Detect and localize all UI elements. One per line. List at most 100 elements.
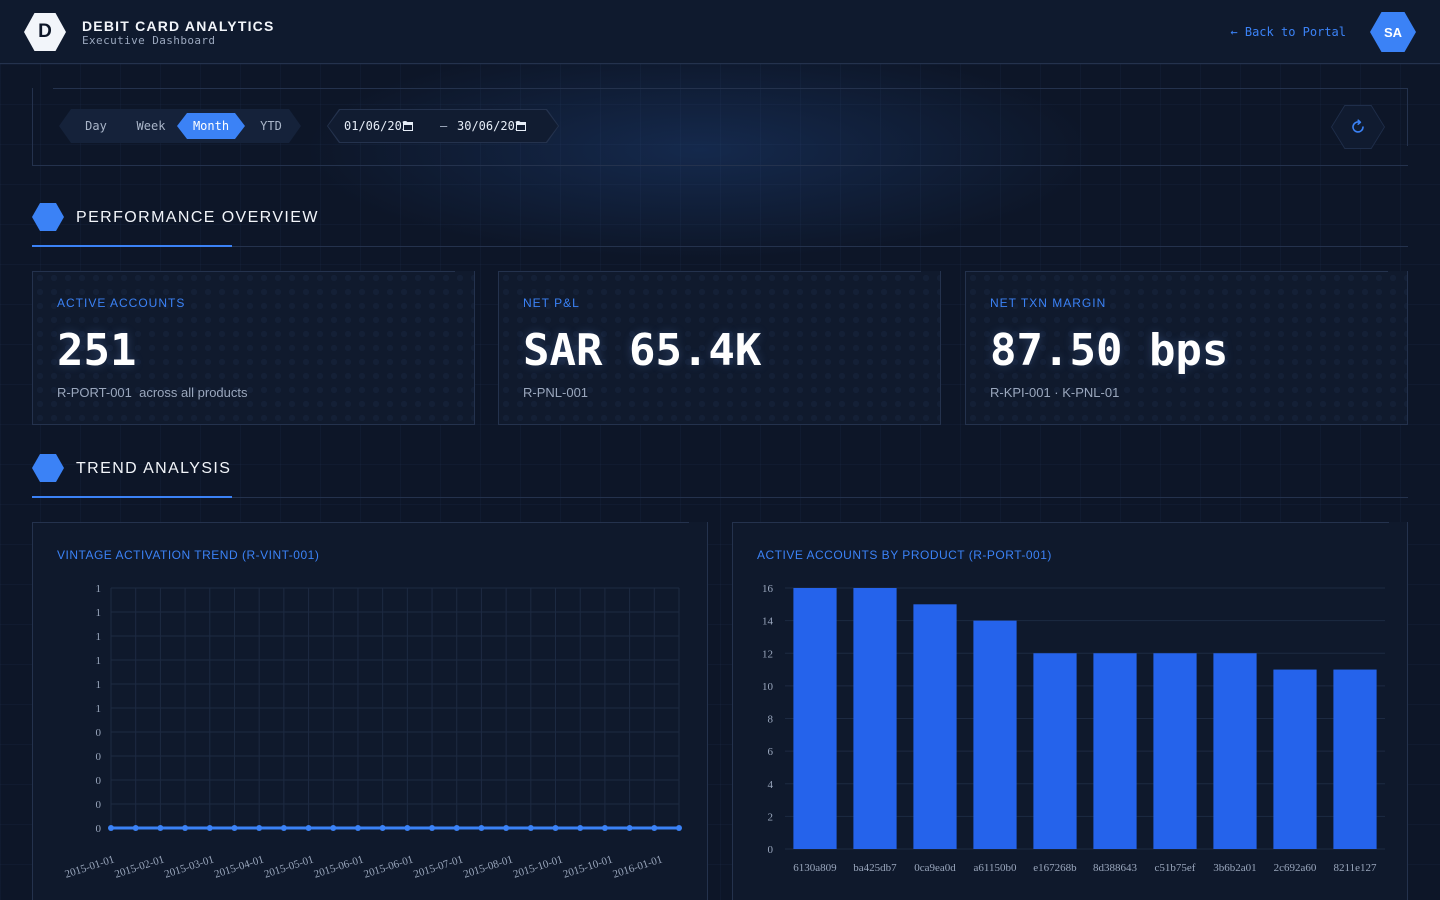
- back-to-portal-link[interactable]: ← Back to Portal: [1230, 25, 1346, 39]
- chart-title: ACTIVE ACCOUNTS BY PRODUCT (R-PORT-001): [757, 548, 1052, 562]
- period-ytd-button[interactable]: YTD: [260, 119, 282, 133]
- refresh-button-inner: [1332, 106, 1384, 148]
- calendar-icon[interactable]: [403, 122, 413, 131]
- data-point: [626, 825, 633, 831]
- section-hex-icon: [32, 454, 64, 482]
- x-tick-label: 8d388643: [1093, 862, 1138, 874]
- x-tick-label: 3b6b2a01: [1213, 862, 1256, 874]
- calendar-icon[interactable]: [516, 122, 526, 131]
- bar: [793, 588, 837, 849]
- x-tick-label: 2015-03-01: [163, 853, 216, 880]
- x-tick-label: 2015-05-01: [263, 853, 316, 880]
- date-range-picker: 01/06/202 – 30/06/202: [327, 109, 559, 143]
- bar: [913, 604, 957, 849]
- period-day-button[interactable]: Day: [85, 119, 107, 133]
- data-point: [404, 825, 411, 831]
- y-tick-label: 1: [96, 679, 102, 691]
- active-accounts-chart-card: ACTIVE ACCOUNTS BY PRODUCT (R-PORT-001) …: [732, 522, 1408, 900]
- x-tick-label: 2015-06-01: [362, 853, 415, 880]
- data-point: [206, 825, 213, 831]
- data-point: [478, 825, 485, 831]
- data-point: [305, 825, 312, 831]
- refresh-icon: [1352, 119, 1364, 133]
- y-tick-label: 0: [96, 823, 102, 835]
- date-from-value: 01/06/202: [344, 119, 410, 133]
- bar: [1333, 669, 1377, 849]
- date-range-inner: 01/06/202 – 30/06/202: [328, 110, 558, 142]
- y-tick-label: 10: [762, 681, 774, 693]
- period-month-button[interactable]: Month: [177, 113, 245, 139]
- y-tick-label: 0: [768, 844, 774, 856]
- y-tick-label: 8: [768, 714, 774, 726]
- y-tick-label: 0: [96, 751, 102, 763]
- y-tick-label: 1: [96, 631, 102, 643]
- bar: [1153, 653, 1197, 849]
- section-title: PERFORMANCE OVERVIEW: [76, 209, 319, 226]
- data-point: [280, 825, 287, 831]
- x-tick-label: 2c692a60: [1274, 862, 1317, 874]
- y-tick-label: 16: [762, 583, 774, 595]
- data-point: [676, 825, 682, 831]
- y-tick-label: 2: [768, 811, 774, 823]
- kpi-note: R-PORT-001 across all products: [57, 385, 248, 400]
- data-point: [453, 825, 460, 831]
- data-point: [108, 825, 114, 831]
- kpi-label: NET TXN MARGIN: [990, 296, 1107, 310]
- kpi-note: R-PNL-001: [523, 385, 589, 400]
- x-tick-label: e167268b: [1033, 862, 1077, 874]
- date-separator: –: [440, 119, 448, 133]
- x-tick-label: c51b75ef: [1155, 862, 1196, 874]
- x-tick-label: 2015-01-01: [63, 853, 116, 880]
- y-tick-label: 1: [96, 583, 102, 595]
- data-point: [379, 825, 386, 831]
- app-title: DEBIT CARD ANALYTICS: [82, 18, 275, 34]
- kpi-card-net-txn-margin: NET TXN MARGIN 87.50 bps R-KPI-001 · K-P…: [965, 271, 1408, 425]
- data-point: [601, 825, 608, 831]
- y-tick-label: 14: [762, 616, 774, 628]
- y-tick-label: 6: [768, 746, 774, 758]
- y-tick-label: 0: [96, 799, 102, 811]
- bar: [1093, 653, 1137, 849]
- x-tick-label: 6130a809: [793, 862, 837, 874]
- x-tick-label: 2015-06-01: [312, 853, 365, 880]
- data-point: [256, 825, 263, 831]
- section-hex-icon: [32, 203, 64, 231]
- data-point: [503, 825, 510, 831]
- data-point: [182, 825, 189, 831]
- vintage-activation-chart-card: VINTAGE ACTIVATION TREND (R-VINT-001) 1 1…: [32, 522, 708, 900]
- bar: [973, 620, 1017, 849]
- section-title: TREND ANALYSIS: [76, 460, 232, 477]
- y-tick-label: 4: [768, 779, 774, 791]
- bar: [853, 588, 897, 849]
- app-subtitle: Executive Dashboard: [82, 34, 216, 47]
- kpi-card-net-pnl: NET P&L SAR 65.4K R-PNL-001: [498, 271, 941, 425]
- date-from-input[interactable]: 01/06/202: [344, 119, 430, 133]
- y-tick-label: 0: [96, 775, 102, 787]
- refresh-button[interactable]: [1331, 105, 1385, 149]
- data-point: [577, 825, 584, 831]
- data-point: [330, 825, 337, 831]
- period-week-button[interactable]: Week: [136, 119, 166, 133]
- date-to-input[interactable]: 30/06/202: [457, 119, 543, 133]
- data-point: [527, 825, 534, 831]
- y-tick-label: 1: [96, 703, 102, 715]
- section-underline: [32, 496, 232, 498]
- kpi-value: 251: [57, 325, 137, 376]
- data-point: [429, 825, 436, 831]
- kpi-value: SAR 65.4K: [523, 325, 762, 376]
- x-tick-label: 2015-10-01: [512, 853, 565, 880]
- chart-title: VINTAGE ACTIVATION TREND (R-VINT-001): [57, 548, 320, 562]
- bar: [1273, 669, 1317, 849]
- user-avatar[interactable]: SA: [1370, 12, 1416, 52]
- data-point: [552, 825, 559, 831]
- data-point: [651, 825, 658, 831]
- kpi-card-active-accounts: ACTIVE ACCOUNTS 251 R-PORT-001 across al…: [32, 271, 475, 425]
- x-tick-label: 2015-08-01: [462, 853, 515, 880]
- bar: [1033, 653, 1077, 849]
- app-logo: D: [24, 13, 66, 51]
- section-underline: [32, 245, 232, 247]
- x-tick-label: 0ca9ea0d: [914, 862, 956, 874]
- y-tick-label: 1: [96, 607, 102, 619]
- top-header: D DEBIT CARD ANALYTICS Executive Dashboa…: [0, 0, 1440, 64]
- date-to-value: 30/06/202: [457, 119, 523, 133]
